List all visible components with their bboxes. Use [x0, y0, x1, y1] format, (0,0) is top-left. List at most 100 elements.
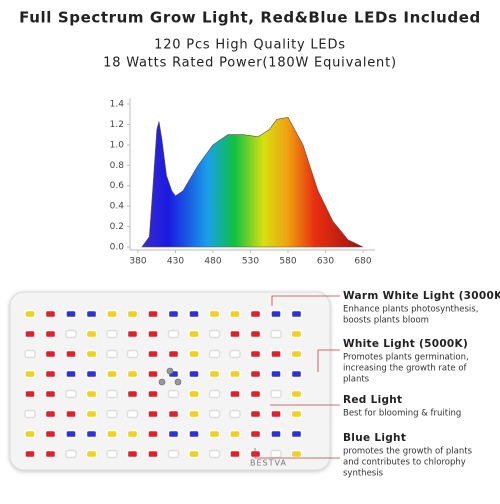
led — [85, 329, 98, 339]
led — [229, 349, 241, 359]
led — [270, 389, 282, 399]
led — [85, 369, 98, 379]
led — [147, 369, 159, 379]
led — [249, 309, 262, 319]
led — [126, 389, 139, 399]
led — [167, 349, 180, 359]
y-tick-label: 0.4 — [110, 202, 125, 212]
led — [249, 429, 262, 439]
led — [147, 429, 159, 439]
led — [65, 449, 77, 459]
led — [44, 369, 57, 379]
led — [106, 409, 118, 419]
led — [65, 429, 77, 439]
led — [208, 329, 221, 339]
led — [147, 409, 159, 419]
led — [249, 369, 262, 379]
led — [208, 369, 221, 379]
x-tick-label: 530 — [242, 257, 259, 267]
led — [167, 449, 180, 459]
led — [290, 369, 303, 379]
led — [290, 309, 303, 319]
led — [106, 349, 118, 359]
led — [290, 329, 303, 339]
led — [188, 369, 200, 379]
led — [208, 389, 221, 399]
x-tick-label: 380 — [129, 257, 146, 267]
led — [126, 429, 139, 439]
led — [167, 389, 180, 399]
led — [208, 349, 221, 359]
y-tick-label: 0.2 — [110, 222, 124, 232]
led — [106, 429, 118, 439]
led — [65, 309, 77, 319]
led — [85, 449, 98, 459]
led — [85, 389, 98, 399]
callout-title: Blue Light — [343, 432, 406, 444]
led — [249, 409, 262, 419]
led — [147, 349, 159, 359]
led — [65, 409, 77, 419]
led — [44, 429, 57, 439]
y-tick-label: 0.0 — [110, 243, 125, 253]
led — [249, 389, 262, 399]
led — [85, 409, 98, 419]
led — [44, 309, 57, 319]
callout-text: Best for blooming & fruiting — [343, 409, 461, 419]
callout-text: promotes the growth of plants — [343, 447, 473, 457]
led — [24, 389, 36, 399]
subtitle: 18 Watts Rated Power(180W Equivalent) — [103, 56, 397, 71]
x-tick-label: 580 — [279, 257, 296, 267]
y-tick-label: 1.0 — [110, 140, 125, 150]
led — [106, 449, 118, 459]
callout-text: increasing the growth rate of — [343, 364, 468, 374]
led — [290, 409, 303, 419]
led — [208, 409, 221, 419]
led — [126, 329, 139, 339]
led — [249, 349, 262, 359]
led — [147, 449, 159, 459]
led — [24, 349, 36, 359]
led — [126, 349, 139, 359]
y-tick-label: 0.8 — [110, 161, 125, 171]
led — [106, 309, 118, 319]
led — [106, 389, 118, 399]
x-tick-label: 630 — [317, 257, 334, 267]
screws — [158, 367, 182, 386]
led — [249, 329, 262, 339]
callout-text: and contributes to chlorophy — [343, 458, 466, 468]
led — [270, 409, 282, 419]
subtitle: 120 Pcs High Quality LEDs — [154, 38, 346, 53]
led — [249, 449, 262, 459]
callout-text: synthesis — [343, 469, 384, 479]
led — [167, 309, 180, 319]
led — [44, 389, 57, 399]
led — [208, 449, 221, 459]
y-tick-label: 1.4 — [110, 100, 125, 110]
led — [188, 389, 200, 399]
x-tick-label: 480 — [204, 257, 221, 267]
callout-text: Promotes plants germination, — [343, 353, 469, 363]
led — [290, 389, 303, 399]
led — [229, 309, 241, 319]
led — [24, 329, 36, 339]
led — [270, 349, 282, 359]
led — [229, 449, 241, 459]
led — [126, 409, 139, 419]
led — [229, 329, 241, 339]
led — [65, 389, 77, 399]
led — [188, 309, 200, 319]
led — [147, 389, 159, 399]
led — [270, 449, 282, 459]
led — [147, 329, 159, 339]
led — [270, 309, 282, 319]
led — [188, 329, 200, 339]
led — [290, 449, 303, 459]
callout-title: Warm White Light (3000K) — [343, 290, 500, 302]
led — [208, 309, 221, 319]
led — [65, 349, 77, 359]
spectrum-curve — [141, 116, 364, 248]
led — [229, 409, 241, 419]
led — [24, 309, 36, 319]
